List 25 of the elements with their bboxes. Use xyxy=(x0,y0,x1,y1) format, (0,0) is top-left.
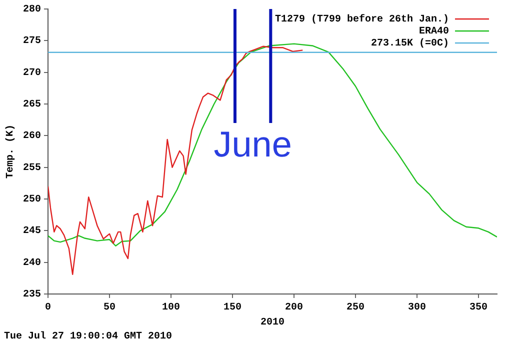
y-tick-label: 275 xyxy=(22,36,42,48)
y-tick-label: 235 xyxy=(22,290,42,301)
y-tick-label: 280 xyxy=(22,4,42,16)
y-tick-label: 255 xyxy=(22,162,42,174)
x-axis-title: 2010 xyxy=(260,318,285,329)
y-axis-title: Temp. (K) xyxy=(4,124,17,179)
ref-line-label: 273.15K (=0C) xyxy=(370,38,449,50)
x-tick-label: 150 xyxy=(224,302,242,314)
y-tick-label: 270 xyxy=(22,68,42,79)
x-tick-label: 200 xyxy=(285,302,304,314)
y-tick-label: 245 xyxy=(22,226,42,238)
x-tick-label: 0 xyxy=(44,302,52,314)
x-tick-label: 100 xyxy=(162,302,180,314)
x-tick-label: 300 xyxy=(408,302,426,314)
y-tick-label: 260 xyxy=(22,131,42,142)
x-tick-label: 250 xyxy=(346,302,365,314)
y-tick-label: 265 xyxy=(22,100,42,111)
text: Tue Jul 27 19:00:04 GMT 2010 xyxy=(4,330,172,343)
legend-label: ERA40 xyxy=(418,26,449,38)
legend-label: T1279 (T799 before 26th Jan.) xyxy=(274,14,449,26)
annotation: June xyxy=(214,124,292,165)
x-tick-label: 50 xyxy=(104,302,116,314)
y-tick-label: 240 xyxy=(22,258,42,269)
x-tick-label: 350 xyxy=(470,302,488,314)
y-tick-label: 250 xyxy=(22,194,42,206)
